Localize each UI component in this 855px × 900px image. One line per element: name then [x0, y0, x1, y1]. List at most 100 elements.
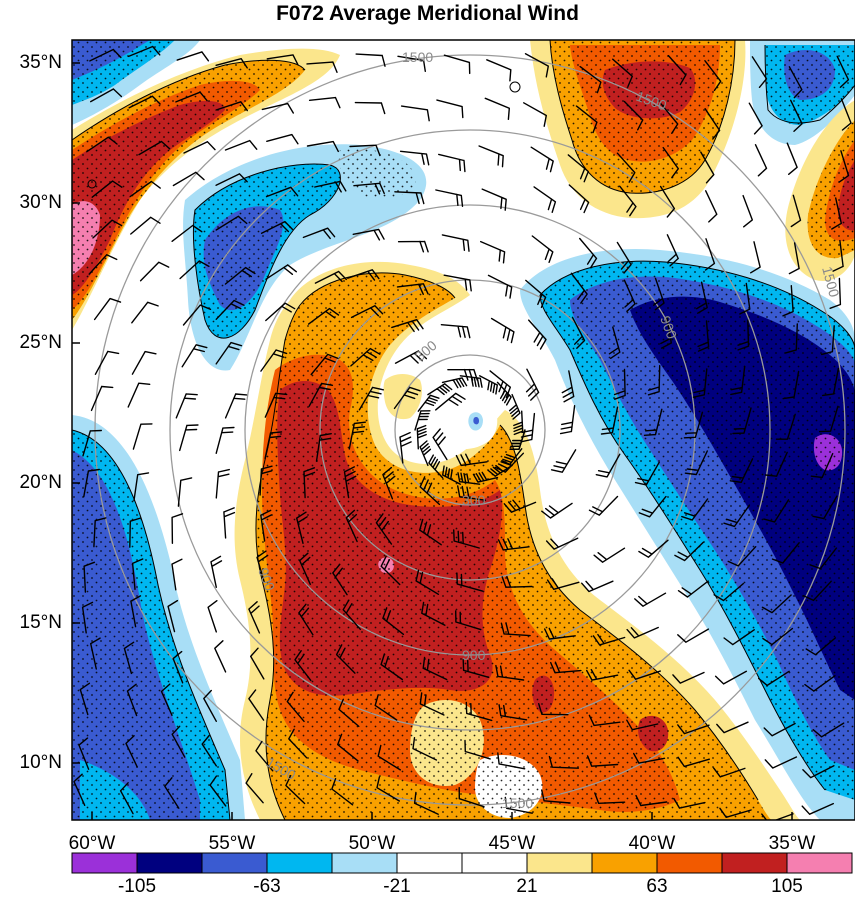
colorbar-label: 63 — [646, 876, 668, 897]
wind-barb — [256, 550, 269, 583]
wind-barb — [259, 465, 273, 496]
wind-barb — [727, 546, 757, 567]
wind-barb — [130, 595, 142, 628]
wind-barb — [294, 650, 312, 682]
wind-barb — [541, 789, 571, 804]
wind-barb — [374, 694, 398, 721]
wind-barb — [786, 142, 798, 175]
wind-barb — [790, 194, 802, 228]
wind-barb — [487, 464, 513, 477]
wind-barb — [612, 58, 633, 88]
wind-barb — [260, 220, 294, 234]
wind-barb — [509, 429, 526, 450]
wind-barb — [215, 101, 248, 112]
wind-barb — [167, 599, 179, 633]
wind-barb — [581, 580, 614, 593]
wind-barb — [462, 658, 490, 678]
wind-barb — [524, 53, 549, 78]
lon-label-40w: 40°W — [628, 833, 676, 854]
wind-barb — [508, 393, 521, 420]
wind-barb — [92, 219, 123, 239]
wind-barb — [175, 91, 208, 103]
wind-barb — [354, 101, 386, 115]
wind-barb — [500, 622, 531, 637]
colorbar-swatch — [786, 852, 853, 874]
wind-barb — [164, 777, 180, 809]
wind-barb — [496, 381, 512, 406]
ring-label: 300 — [462, 492, 486, 508]
wind-barb — [443, 54, 471, 75]
wind-barb — [126, 683, 138, 717]
wind-barb — [338, 698, 360, 728]
wind-barb — [315, 433, 332, 462]
wind-barb — [638, 495, 667, 518]
wind-barb — [394, 191, 425, 205]
wind-barb — [215, 468, 230, 499]
wind-barb — [525, 368, 540, 401]
wind-barb — [88, 254, 118, 275]
wind-barb — [181, 344, 208, 368]
wind-barb — [391, 319, 424, 333]
wind-barb — [484, 97, 510, 120]
wind-barb — [763, 722, 796, 737]
wind-barb — [160, 683, 173, 716]
colorbar-swatch — [721, 852, 788, 874]
wind-barb — [432, 428, 448, 461]
wind-barb — [94, 350, 120, 375]
wind-barb — [139, 261, 170, 282]
wind-barb — [758, 670, 790, 687]
wind-barb — [350, 347, 381, 367]
wind-barb — [260, 349, 288, 372]
colorbar-swatch — [71, 852, 138, 874]
wind-barb — [171, 224, 203, 242]
wind-barb — [608, 326, 621, 359]
wind-barb — [545, 537, 579, 550]
wind-barb — [812, 722, 845, 738]
wind-barb — [600, 406, 619, 435]
wind-barb — [588, 495, 619, 516]
wind-barb — [442, 465, 462, 485]
wind-barb — [575, 105, 598, 134]
wind-barb — [472, 471, 499, 483]
wind-barb — [179, 260, 210, 280]
wind-barb — [350, 305, 384, 319]
wind-barb — [713, 582, 744, 602]
wind-barb — [332, 563, 348, 596]
wind-barb — [700, 151, 715, 184]
wind-barb — [79, 682, 91, 716]
wind-barb — [264, 392, 288, 418]
wind-barb — [435, 189, 464, 207]
wind-barb — [310, 353, 339, 376]
wind-barb — [490, 317, 515, 344]
wind-barb — [782, 285, 794, 317]
wind-barb — [342, 599, 361, 630]
wind-barb — [810, 452, 834, 479]
wind-barb — [588, 714, 621, 727]
wind-barb — [541, 502, 573, 519]
lat-label-20n: 20°N — [19, 472, 62, 493]
wind-barb — [377, 744, 401, 771]
wind-barb — [89, 48, 122, 62]
wind-barb — [704, 60, 722, 92]
wind-barb — [396, 283, 429, 295]
wind-barb — [419, 476, 441, 506]
wind-barb — [653, 277, 665, 311]
wind-barb — [748, 102, 763, 135]
wind-barb — [456, 572, 484, 592]
wind-barb — [616, 241, 632, 274]
wind-barb — [677, 724, 710, 735]
wind-barb — [306, 140, 339, 153]
wind-barb — [812, 495, 838, 520]
wind-barb — [829, 277, 842, 309]
wind-barb — [697, 320, 710, 352]
wind-barb — [790, 99, 803, 132]
wind-barb — [441, 234, 470, 252]
wind-barb — [660, 103, 679, 134]
wind-barb — [355, 53, 386, 67]
wind-barb — [586, 668, 619, 681]
lat-label-10n: 10°N — [19, 752, 62, 773]
wind-barb — [125, 735, 138, 768]
wind-barb — [478, 375, 498, 395]
ring-label: 1500 — [819, 265, 843, 299]
wind-barb — [457, 472, 481, 485]
